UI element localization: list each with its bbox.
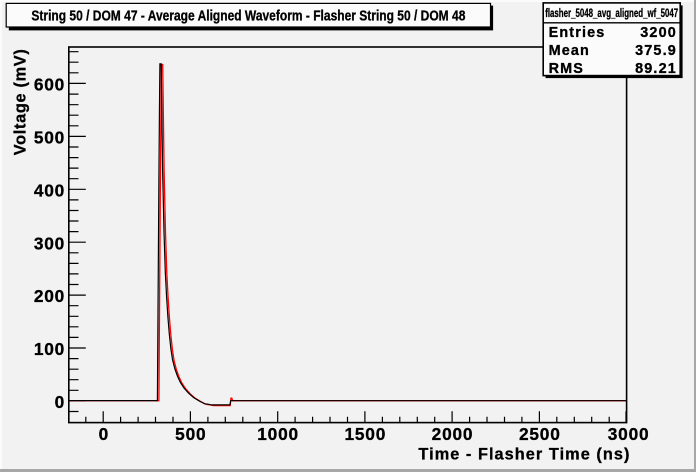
svg-text:200: 200 (34, 286, 65, 306)
svg-text:Time - Flasher Time (ns): Time - Flasher Time (ns) (418, 446, 629, 464)
svg-text:Voltage (mV): Voltage (mV) (12, 49, 30, 155)
svg-text:Mean: Mean (549, 43, 590, 59)
svg-text:3000: 3000 (608, 424, 650, 444)
svg-text:300: 300 (34, 233, 65, 253)
svg-text:500: 500 (175, 424, 206, 444)
svg-text:500: 500 (34, 128, 65, 148)
svg-text:2000: 2000 (432, 424, 474, 444)
svg-text:RMS: RMS (549, 61, 584, 77)
svg-text:flasher_5048_avg_aligned_wf_50: flasher_5048_avg_aligned_wf_5047 (545, 6, 678, 20)
svg-text:1500: 1500 (344, 424, 386, 444)
svg-text:0: 0 (99, 424, 109, 444)
svg-text:3200: 3200 (640, 25, 677, 41)
svg-text:2500: 2500 (519, 424, 561, 444)
svg-text:600: 600 (34, 75, 65, 95)
svg-text:0: 0 (55, 392, 65, 412)
svg-text:375.9: 375.9 (635, 43, 677, 59)
svg-text:400: 400 (34, 180, 65, 200)
svg-text:1000: 1000 (257, 424, 299, 444)
svg-text:Entries: Entries (549, 25, 606, 41)
svg-text:String 50 / DOM 47 - Average A: String 50 / DOM 47 - Average Aligned Wav… (31, 8, 465, 24)
svg-text:89.21: 89.21 (635, 61, 677, 77)
svg-text:100: 100 (34, 339, 65, 359)
